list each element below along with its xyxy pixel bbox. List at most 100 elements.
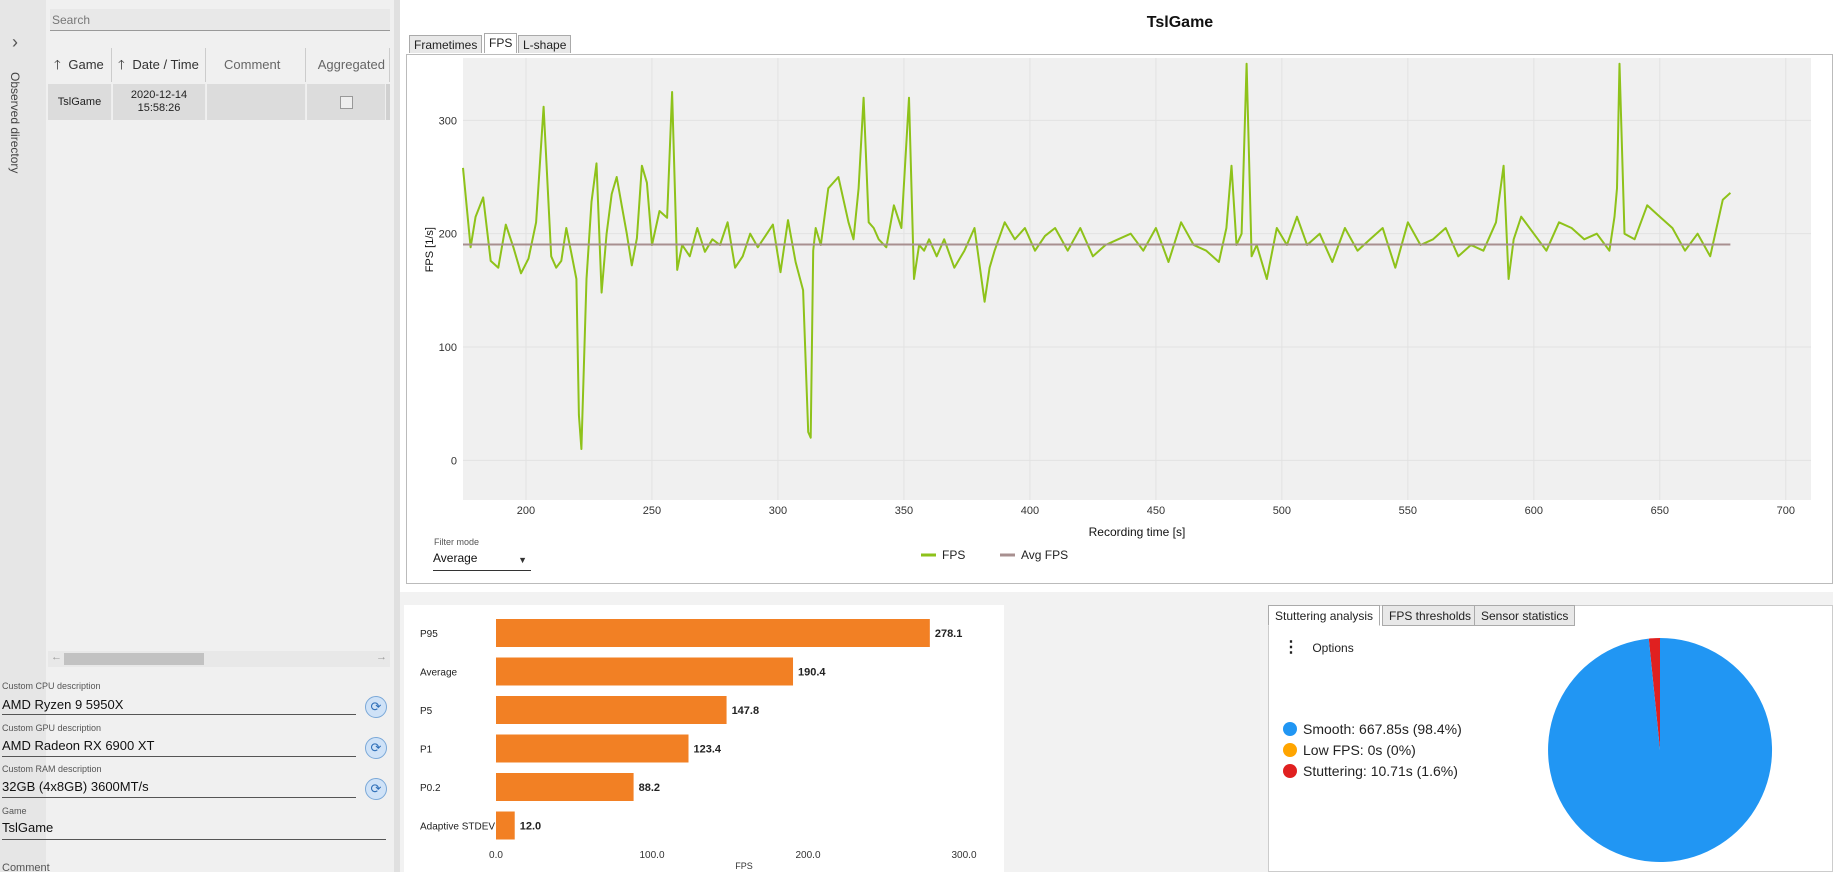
page-title: TslGame: [1146, 14, 1214, 31]
bar-value-label: 12.0: [520, 821, 541, 833]
bar-value-label: 147.8: [732, 705, 760, 717]
splitter[interactable]: [394, 0, 400, 872]
low-fps-dot: [1283, 743, 1297, 757]
chevron-right-icon[interactable]: ›: [12, 32, 18, 52]
y-tick-label: 0: [451, 455, 457, 467]
bar: [496, 619, 930, 647]
column-header-game[interactable]: 🡑 Game: [48, 48, 112, 82]
fps-line-chart[interactable]: 200 250 300 350 400 450 500 550 600 650 700 0 100 200…: [406, 54, 1833, 584]
bar-value-label: 278.1: [935, 628, 963, 640]
tab-fps[interactable]: FPS: [484, 33, 518, 53]
pie-slice-smooth: [1548, 638, 1773, 862]
x-tick-label: 550: [1399, 505, 1417, 517]
sort-up-icon: 🡑: [118, 57, 125, 72]
bar-category-label: P5: [420, 706, 433, 717]
row-edge: [386, 84, 390, 120]
x-axis-title: Recording time [s]: [1089, 525, 1186, 539]
dropdown-arrow-icon: ▼: [518, 555, 527, 565]
game-input[interactable]: TslGame: [2, 820, 386, 840]
bar-x-tick-label: 200.0: [795, 850, 820, 861]
tab-stuttering-analysis[interactable]: Stuttering analysis: [1268, 605, 1381, 626]
fps-series-line: [462, 62, 1732, 450]
column-header-datetime[interactable]: 🡑 Date / Time: [112, 48, 206, 82]
bar-value-label: 190.4: [798, 667, 826, 679]
table-row-datetime[interactable]: 2020-12-14 15:58:26: [113, 84, 206, 120]
options-button[interactable]: ⋮ Options: [1283, 639, 1354, 656]
x-tick-label: 700: [1777, 505, 1795, 517]
gpu-description-label: Custom GPU description: [2, 723, 102, 733]
bar-category-label: P95: [420, 629, 438, 640]
bar-value-label: 123.4: [694, 744, 722, 756]
tab-l-shape[interactable]: L-shape: [518, 35, 572, 53]
y-tick-label: 300: [439, 115, 457, 127]
observed-directory-label: Observed directory: [8, 72, 22, 174]
tab-frametimes[interactable]: Frametimes: [409, 35, 483, 53]
bar-x-tick-label: 100.0: [639, 850, 664, 861]
column-header-comment[interactable]: Comment: [206, 48, 306, 82]
aggregated-checkbox[interactable]: [339, 95, 353, 109]
x-tick-label: 200: [517, 505, 535, 517]
scrollbar-thumb[interactable]: [64, 653, 204, 665]
search-input[interactable]: Search: [50, 9, 390, 31]
table-row-game[interactable]: TslGame: [48, 84, 112, 120]
x-tick-label: 650: [1651, 505, 1669, 517]
x-tick-label: 300: [769, 505, 787, 517]
pie-slice-stuttering: [1648, 638, 1660, 750]
bar: [496, 657, 794, 686]
cpu-description-label: Custom CPU description: [2, 681, 101, 691]
fps-metrics-bar-chart[interactable]: P95 278.1 Average 190.4 P5 147.8 P1 123.4 P0.2 88…: [404, 605, 1004, 872]
smooth-dot: [1283, 722, 1297, 736]
legend-stuttering: Stuttering: 10.71s (1.6%): [1283, 763, 1458, 779]
x-tick-label: 600: [1525, 505, 1543, 517]
bar-value-label: 88.2: [639, 782, 660, 794]
stuttering-dot: [1283, 764, 1297, 778]
bar-x-axis-title: FPS: [735, 861, 753, 871]
cpu-refresh-icon[interactable]: ⟳: [365, 696, 387, 718]
filter-mode-select[interactable]: Average ▼: [433, 551, 531, 571]
horizontal-scrollbar[interactable]: ← →: [48, 651, 390, 667]
stuttering-pie-chart[interactable]: [1540, 630, 1780, 872]
x-tick-label: 400: [1021, 505, 1039, 517]
scroll-left-icon[interactable]: ←: [51, 651, 62, 663]
scroll-right-icon[interactable]: →: [376, 651, 387, 663]
observed-directory-strip[interactable]: › Observed directory: [0, 0, 46, 872]
table-row-comment[interactable]: [207, 84, 306, 120]
cpu-description-input[interactable]: AMD Ryzen 9 5950X: [2, 697, 356, 715]
legend-avg-fps-label: Avg FPS: [1021, 548, 1068, 562]
bar-x-tick-label: 0.0: [489, 850, 503, 861]
bar: [496, 773, 634, 801]
game-label: Game: [2, 806, 27, 816]
bar-category-label: P1: [420, 745, 433, 756]
bar-category-label: Average: [420, 668, 458, 679]
sort-up-icon: 🡑: [54, 57, 61, 72]
legend-fps-label: FPS: [942, 548, 965, 562]
tab-sensor-statistics[interactable]: Sensor statistics: [1474, 605, 1576, 626]
legend-low-fps: Low FPS: 0s (0%): [1283, 742, 1416, 758]
filter-mode-label: Filter mode: [434, 537, 480, 547]
ram-description-label: Custom RAM description: [2, 764, 102, 774]
comment-label: Comment: [2, 862, 50, 874]
bar-x-tick-label: 300.0: [951, 850, 976, 861]
table-row-aggregated[interactable]: [307, 84, 386, 120]
gpu-refresh-icon[interactable]: ⟳: [365, 737, 387, 759]
gpu-description-input[interactable]: AMD Radeon RX 6900 XT: [2, 738, 356, 757]
y-axis-title: FPS [1/s]: [424, 227, 436, 272]
x-tick-label: 350: [895, 505, 913, 517]
y-tick-label: 200: [439, 229, 457, 241]
ram-refresh-icon[interactable]: ⟳: [365, 778, 387, 800]
bar: [496, 696, 727, 724]
bar-category-label: Adaptive STDEV: [420, 822, 495, 833]
bar: [496, 811, 515, 840]
y-tick-label: 100: [439, 342, 457, 354]
bar: [496, 734, 689, 763]
plot-area: [463, 58, 1811, 500]
x-tick-label: 250: [643, 505, 661, 517]
bar-category-label: P0.2: [420, 783, 441, 794]
more-vertical-icon: ⋮: [1283, 639, 1299, 656]
tab-fps-thresholds[interactable]: FPS thresholds: [1382, 605, 1479, 626]
x-tick-label: 500: [1273, 505, 1291, 517]
legend-smooth: Smooth: 667.85s (98.4%): [1283, 721, 1462, 737]
ram-description-input[interactable]: 32GB (4x8GB) 3600MT/s: [2, 779, 356, 798]
records-panel: [46, 0, 394, 872]
column-header-aggregated[interactable]: Aggregated: [306, 48, 390, 82]
